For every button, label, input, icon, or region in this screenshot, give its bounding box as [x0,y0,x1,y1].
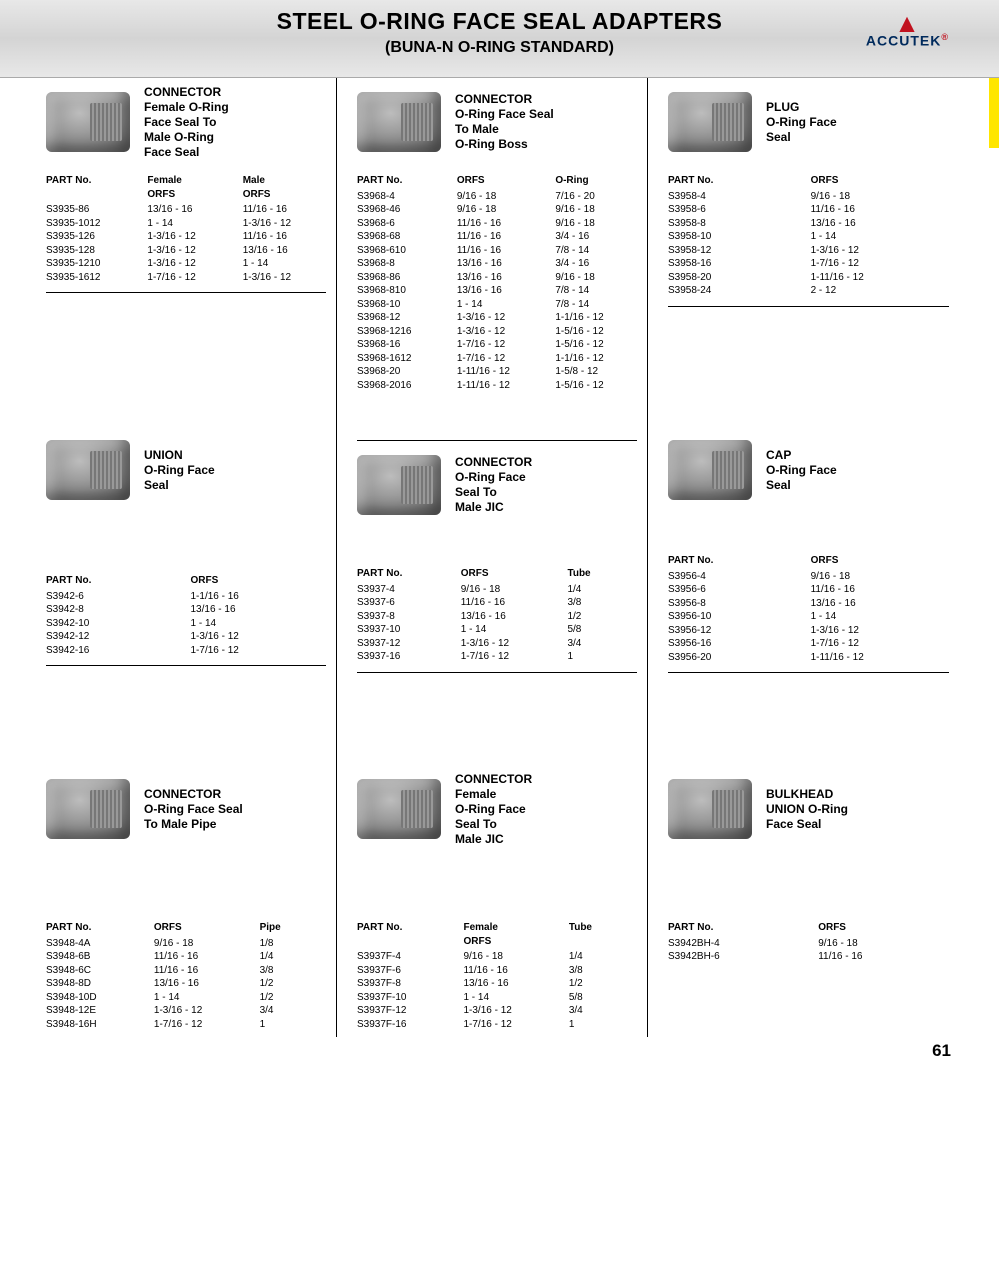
product-3: PLUGO-Ring FaceSeal PART No. ORFS S3958-… [662,78,959,398]
col-header: ORFS [811,174,949,188]
col-data: S3968-4S3968-46S3968-6S3968-68S3968-610S… [357,190,445,393]
col-header: FemaleORFS [463,921,556,948]
product-title: CAPO-Ring FaceSeal [766,448,837,493]
col-header: ORFS [191,574,327,588]
page-subtitle: (BUNA-N O-RING STANDARD) [40,39,959,57]
header: STEEL O-RING FACE SEAL ADAPTERS (BUNA-N … [0,0,999,78]
col-header: PART No. [668,921,806,935]
col-header: ORFS [457,174,544,188]
product-image [46,440,130,500]
col-header: Tube [569,921,637,948]
product-6: CAPO-Ring FaceSeal PART No. ORFS S3956-4… [662,398,959,685]
page-title: STEEL O-RING FACE SEAL ADAPTERS [40,8,959,35]
col-data: 13/16 - 161 - 141-3/16 - 121-3/16 - 121-… [147,203,230,284]
col-header: ORFS [818,921,949,935]
product-image [357,92,441,152]
col-header: ORFS [811,554,949,568]
col-header: PART No. [668,174,799,188]
col-data: S3948-4AS3948-6BS3948-6CS3948-8DS3948-10… [46,937,142,1032]
product-image [668,779,752,839]
col-header: ORFS [154,921,248,935]
section-tab: A [989,78,999,148]
col-header: PART No. [357,921,451,948]
col-data: 1/43/81/25/83/41 [567,583,637,664]
col-data: 1/81/43/81/21/23/41 [260,937,326,1032]
product-image [357,779,441,839]
col-header: O-Ring [555,174,637,188]
page-number: 61 [40,1037,959,1061]
col-data: S3937-4S3937-6S3937-8S3937-10S3937-12S39… [357,583,449,664]
col-header: PART No. [668,554,799,568]
product-9: BULKHEADUNION O-RingFace Seal PART No. O… [662,685,959,1037]
product-image [668,440,752,500]
logo-icon: ▲ [866,14,949,32]
col-header: PART No. [46,921,142,935]
col-data: 9/16 - 189/16 - 1811/16 - 1611/16 - 1611… [457,190,544,393]
product-7: CONNECTORO-Ring Face SealTo Male Pipe PA… [40,685,337,1037]
brand-name: ACCUTEK [866,33,941,49]
col-data: S3942-6S3942-8S3942-10S3942-12S3942-16 [46,590,179,658]
col-data: 1/43/81/25/83/41 [569,950,637,1031]
col-header: Pipe [260,921,326,935]
col-header: PART No. [357,567,449,581]
col-data: S3935-86S3935-1012S3935-126S3935-128S393… [46,203,135,284]
col-header: PART No. [46,574,179,588]
col-data: 7/16 - 209/16 - 189/16 - 183/4 - 167/8 -… [555,190,637,393]
col-data: S3958-4S3958-6S3958-8S3958-10S3958-12S39… [668,190,799,298]
product-8: CONNECTORFemaleO-Ring FaceSeal ToMale JI… [351,685,648,1037]
col-header: PART No. [46,174,135,201]
product-image [46,92,130,152]
product-image [357,455,441,515]
product-title: CONNECTORFemale O-RingFace Seal ToMale O… [144,85,229,160]
product-title: CONNECTORO-Ring Face SealTo MaleO-Ring B… [455,92,554,152]
product-title: CONNECTORO-Ring FaceSeal ToMale JIC [455,455,532,515]
col-data: 1-1/16 - 1613/16 - 161 - 141-3/16 - 121-… [191,590,327,658]
col-data: 9/16 - 1811/16 - 1613/16 - 161 - 141-3/1… [811,190,949,298]
product-image [668,92,752,152]
col-data: 9/16 - 1811/16 - 1611/16 - 1613/16 - 161… [154,937,248,1032]
col-header: FemaleORFS [147,174,230,201]
col-data: S3942BH-4S3942BH-6 [668,937,806,964]
col-data: 9/16 - 1811/16 - 1613/16 - 161 - 141-3/1… [811,570,949,665]
col-data: 9/16 - 1811/16 - 1613/16 - 161 - 141-3/1… [461,583,556,664]
product-4: UNIONO-Ring FaceSeal PART No. ORFS S3942… [40,398,337,685]
product-title: UNIONO-Ring FaceSeal [144,448,215,493]
product-1: CONNECTORFemale O-RingFace Seal ToMale O… [40,78,337,398]
product-5: CONNECTORO-Ring FaceSeal ToMale JIC PART… [351,398,648,685]
brand-logo: ▲ ACCUTEK® [866,14,949,49]
col-header: ORFS [461,567,556,581]
col-data: 11/16 - 161-3/16 - 1211/16 - 1613/16 - 1… [243,203,326,284]
col-data: S3937F-4S3937F-6S3937F-8S3937F-10S3937F-… [357,950,451,1031]
product-2: CONNECTORO-Ring Face SealTo MaleO-Ring B… [351,78,648,398]
col-data: 9/16 - 1811/16 - 1613/16 - 161 - 141-3/1… [463,950,556,1031]
product-image [46,779,130,839]
product-title: BULKHEADUNION O-RingFace Seal [766,787,848,832]
col-header: Tube [567,567,637,581]
col-header: PART No. [357,174,445,188]
product-title: CONNECTORO-Ring Face SealTo Male Pipe [144,787,243,832]
col-data: S3956-4S3956-6S3956-8S3956-10S3956-12S39… [668,570,799,665]
col-data: 9/16 - 1811/16 - 16 [818,937,949,964]
col-header: MaleORFS [243,174,326,201]
product-title: PLUGO-Ring FaceSeal [766,100,837,145]
product-title: CONNECTORFemaleO-Ring FaceSeal ToMale JI… [455,772,532,847]
